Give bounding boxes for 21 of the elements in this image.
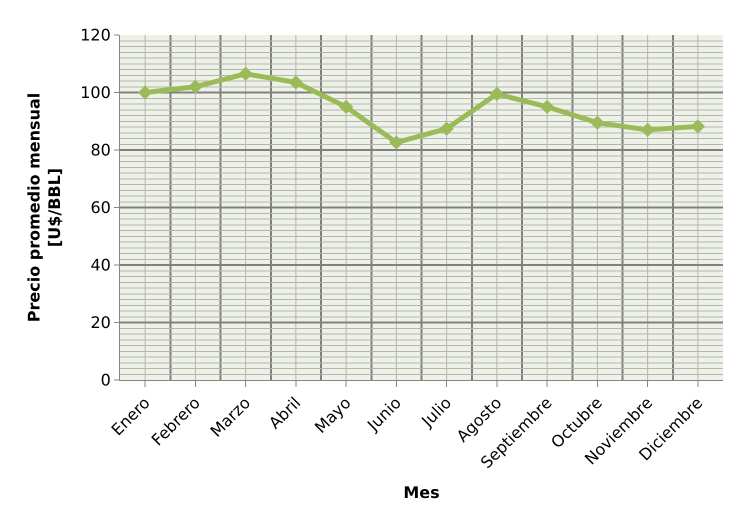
point <box>490 86 504 102</box>
point <box>188 80 203 94</box>
y-tick-label: 80 <box>90 140 111 160</box>
point <box>389 135 404 150</box>
point <box>439 122 454 136</box>
point <box>540 100 554 114</box>
point <box>288 75 304 90</box>
point <box>238 66 253 81</box>
y-tick-label: 120 <box>80 26 111 45</box>
point <box>138 85 152 100</box>
y-tick-label: 100 <box>80 83 111 102</box>
y-tick-label: 0 <box>100 370 111 390</box>
point <box>640 122 655 138</box>
y-tick-label: 60 <box>90 198 111 218</box>
y-tick-label: 20 <box>90 313 111 332</box>
point <box>338 100 354 114</box>
point <box>690 119 706 134</box>
y-tick-label: 40 <box>90 256 111 275</box>
point <box>590 116 605 130</box>
y-axis-title: Precio promedio mensual [U$/BBL] <box>24 92 64 322</box>
x-axis-title: Mes <box>403 482 440 502</box>
